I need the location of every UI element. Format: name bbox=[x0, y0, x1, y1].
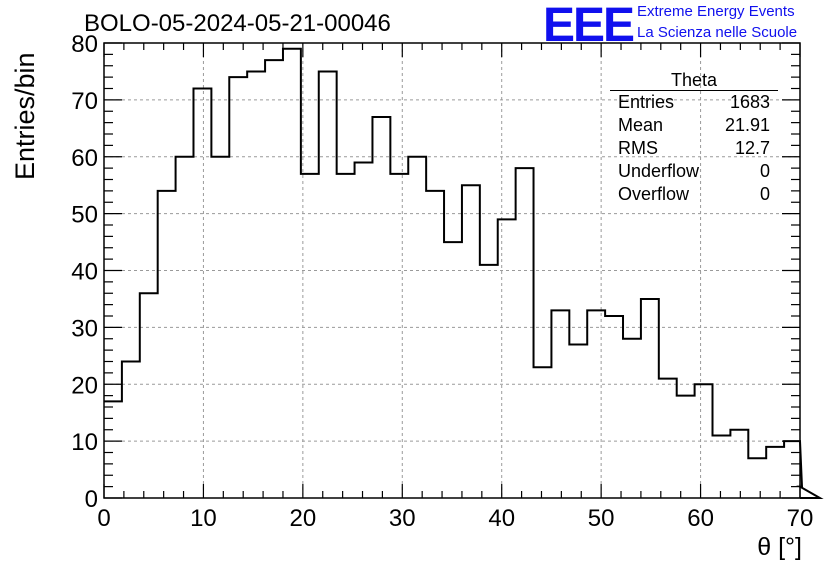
stats-label: Entries bbox=[618, 92, 675, 112]
logo-line-2: La Scienza nelle Scuole bbox=[637, 24, 798, 41]
y-tick-labels: 0 10 20 30 40 50 60 70 80 bbox=[71, 31, 98, 513]
y-tick-label: 20 bbox=[71, 372, 98, 399]
x-tick-label: 70 bbox=[787, 505, 814, 532]
plot-frame bbox=[103, 42, 801, 499]
stats-value: 0 bbox=[759, 184, 770, 204]
stats-box: Theta Entries 1683 Mean 21.91 RMS 12.7 U… bbox=[610, 70, 778, 206]
axis-ticks bbox=[103, 42, 801, 499]
y-axis-label: Entries/bin bbox=[10, 52, 40, 180]
chart-title: BOLO-05-2024-05-21-00046 bbox=[84, 10, 391, 37]
eee-logo: EEE bbox=[543, 0, 635, 52]
histogram-line bbox=[104, 47, 824, 499]
stats-row-underflow: Underflow 0 bbox=[610, 160, 778, 183]
stats-value: 1683 bbox=[729, 92, 770, 112]
stats-title: Theta bbox=[610, 70, 778, 91]
stats-row-overflow: Overflow 0 bbox=[610, 183, 778, 206]
stats-row-entries: Entries 1683 bbox=[610, 91, 778, 114]
y-tick-label: 60 bbox=[71, 145, 98, 172]
y-tick-label: 30 bbox=[71, 315, 98, 342]
x-tick-labels: 0 10 20 30 40 50 60 70 bbox=[97, 505, 813, 532]
stats-row-mean: Mean 21.91 bbox=[610, 114, 778, 137]
stats-value: 0 bbox=[759, 161, 770, 181]
stats-row-rms: RMS 12.7 bbox=[610, 137, 778, 160]
x-axis-label: θ [°] bbox=[757, 533, 802, 561]
stats-label: Mean bbox=[618, 115, 664, 135]
x-tick-label: 20 bbox=[290, 505, 317, 532]
y-tick-label: 50 bbox=[71, 202, 98, 229]
logo-line-1: Extreme Energy Events bbox=[637, 3, 795, 20]
stats-label: Underflow bbox=[618, 161, 700, 181]
stats-value: 21.91 bbox=[724, 115, 770, 135]
stats-label: Overflow bbox=[618, 184, 690, 204]
y-tick-label: 70 bbox=[71, 88, 98, 115]
y-tick-label: 0 bbox=[85, 486, 98, 513]
x-tick-label: 40 bbox=[488, 505, 515, 532]
x-tick-label: 50 bbox=[588, 505, 615, 532]
stats-value: 12.7 bbox=[734, 138, 770, 158]
x-tick-label: 0 bbox=[97, 505, 110, 532]
x-tick-label: 60 bbox=[687, 505, 714, 532]
y-tick-label: 80 bbox=[71, 31, 98, 58]
x-tick-label: 30 bbox=[389, 505, 416, 532]
x-tick-label: 10 bbox=[190, 505, 217, 532]
stats-label: RMS bbox=[618, 138, 658, 158]
y-tick-label: 10 bbox=[71, 429, 98, 456]
y-tick-label: 40 bbox=[71, 259, 98, 286]
